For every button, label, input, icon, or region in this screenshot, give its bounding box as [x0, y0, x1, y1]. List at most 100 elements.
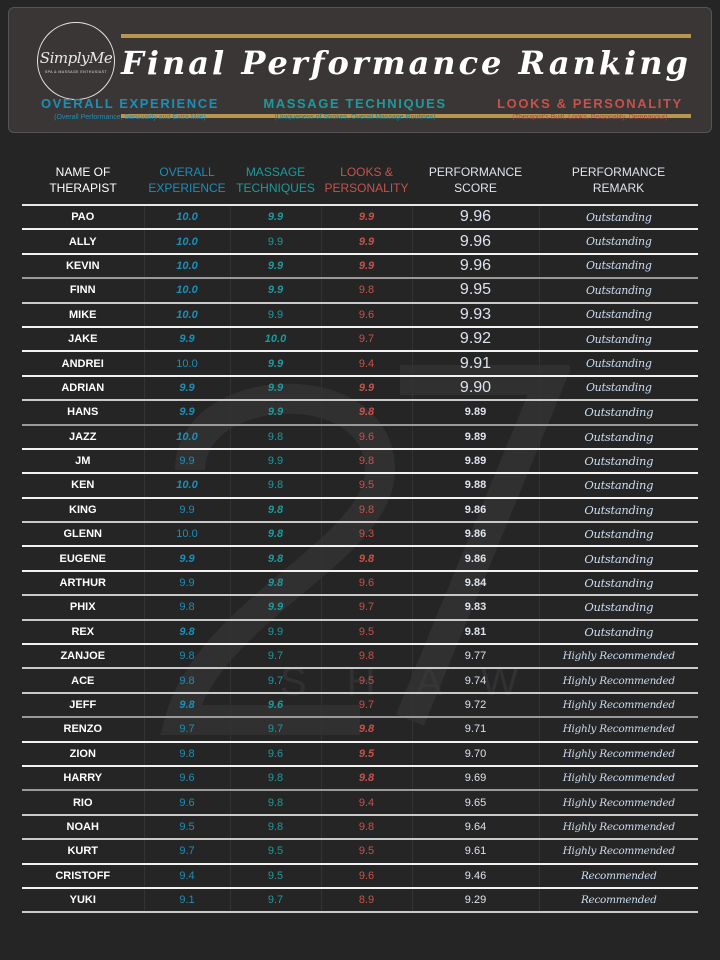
looks-personality-score: 9.8	[321, 546, 413, 571]
table-row: JEFF 9.8 9.6 9.7 9.72 Highly Recommended	[22, 692, 698, 718]
performance-score: 9.86	[412, 546, 540, 571]
table-row: REX 9.8 9.9 9.5 9.81 Outstanding	[22, 619, 698, 645]
therapist-name: RENZO	[22, 717, 145, 742]
overall-experience-score: 10.0	[144, 351, 231, 376]
overall-experience-score: 9.8	[144, 668, 231, 693]
looks-personality-score: 9.5	[321, 741, 413, 766]
performance-remark: Outstanding	[585, 308, 652, 322]
looks-personality-score: 9.5	[321, 668, 413, 693]
therapist-name: ZANJOE	[22, 644, 145, 669]
looks-personality-score: 9.7	[321, 326, 413, 352]
criterion-overall-experience: OVERALL EXPERIENCE (Overall Performance,…	[24, 96, 236, 121]
performance-score: 9.86	[412, 522, 540, 547]
performance-remark: Outstanding	[585, 235, 652, 249]
overall-experience-score: 9.8	[144, 595, 231, 620]
performance-score: 9.89	[412, 448, 540, 474]
massage-techniques-score: 9.9	[230, 448, 322, 474]
overall-experience-score: 10.0	[144, 302, 231, 327]
criterion-massage-techniques: MASSAGE TECHNIQUES (Uniqueness of Stroke…	[250, 96, 460, 121]
performance-score: 9.81	[412, 619, 540, 645]
looks-personality-score: 8.9	[321, 887, 413, 913]
massage-techniques-score: 9.9	[230, 351, 322, 376]
looks-personality-score: 9.8	[321, 644, 413, 669]
looks-personality-score: 9.8	[321, 814, 413, 840]
therapist-name: MIKE	[22, 302, 145, 327]
performance-score: 9.96	[412, 253, 540, 279]
therapist-name: RIO	[22, 790, 145, 815]
table-row: NOAH 9.5 9.8 9.8 9.64 Highly Recommended	[22, 814, 698, 840]
massage-techniques-score: 9.9	[230, 278, 322, 303]
table-row: KEN 10.0 9.8 9.5 9.88 Outstanding	[22, 473, 698, 498]
gold-divider-top	[121, 34, 691, 38]
looks-personality-score: 9.8	[321, 448, 413, 474]
performance-remark: Recommended	[580, 894, 657, 907]
performance-remark: Outstanding	[584, 600, 654, 615]
performance-score: 9.46	[412, 863, 540, 888]
criterion-title: OVERALL EXPERIENCE	[40, 96, 220, 111]
table-row: KURT 9.7 9.5 9.5 9.61 Highly Recommended	[22, 839, 698, 864]
table-row: JAZZ 10.0 9.8 9.6 9.89 Outstanding	[22, 424, 698, 449]
massage-techniques-score: 9.9	[230, 205, 322, 230]
performance-remark: Outstanding	[584, 527, 654, 542]
table-row: PHIX 9.8 9.9 9.7 9.83 Outstanding	[22, 595, 698, 620]
table-row: FINN 10.0 9.9 9.8 9.95 Outstanding	[22, 278, 698, 303]
performance-score: 9.86	[412, 497, 540, 523]
therapist-name: KEVIN	[22, 253, 145, 279]
therapist-name: JEFF	[22, 692, 145, 718]
table-row: EUGENE 9.9 9.8 9.8 9.86 Outstanding	[22, 546, 698, 571]
table-row: ALLY 10.0 9.9 9.9 9.96 Outstanding	[22, 229, 698, 254]
looks-personality-score: 9.7	[321, 692, 413, 718]
table-row: HARRY 9.6 9.8 9.8 9.69 Highly Recommended	[22, 765, 698, 791]
looks-personality-score: 9.8	[321, 497, 413, 523]
massage-techniques-score: 9.9	[230, 375, 322, 401]
therapist-name: ANDREI	[22, 351, 145, 376]
column-header-performance-remark: PERFORMANCE REMARK	[571, 164, 666, 195]
massage-techniques-score: 9.5	[230, 863, 322, 888]
performance-score: 9.65	[412, 790, 540, 815]
massage-techniques-score: 9.9	[230, 619, 322, 645]
overall-experience-score: 9.9	[144, 375, 231, 401]
looks-personality-score: 9.6	[321, 424, 413, 449]
massage-techniques-score: 9.9	[230, 229, 322, 254]
table-row: ZANJOE 9.8 9.7 9.8 9.77 Highly Recommended	[22, 644, 698, 669]
table-row: HANS 9.9 9.9 9.8 9.89 Outstanding	[22, 400, 698, 425]
massage-techniques-score: 9.8	[230, 765, 322, 791]
massage-techniques-score: 9.6	[230, 692, 322, 718]
performance-score: 9.89	[412, 424, 540, 449]
table-row: PAO 10.0 9.9 9.9 9.96 Outstanding	[22, 205, 698, 230]
column-header-massage-techniques: MASSAGE TECHNIQUES	[236, 164, 315, 195]
looks-personality-score: 9.4	[321, 351, 413, 376]
performance-remark: Highly Recommended	[562, 820, 675, 833]
performance-score: 9.96	[412, 229, 540, 254]
overall-experience-score: 9.8	[144, 644, 231, 669]
performance-score: 9.72	[412, 692, 540, 718]
looks-personality-score: 9.8	[321, 717, 413, 742]
massage-techniques-score: 9.8	[230, 424, 322, 449]
overall-experience-score: 9.5	[144, 814, 231, 840]
performance-score: 9.91	[412, 351, 540, 376]
ranking-table: NAME OF THERAPIST OVERALL EXPERIENCE MASSA…	[22, 157, 698, 913]
performance-score: 9.95	[412, 278, 540, 303]
overall-experience-score: 9.9	[144, 497, 231, 523]
performance-remark: Highly Recommended	[562, 650, 675, 663]
massage-techniques-score: 9.7	[230, 887, 322, 913]
performance-score: 9.61	[412, 839, 540, 864]
therapist-name: KURT	[22, 839, 145, 864]
criterion-title: MASSAGE TECHNIQUES	[263, 96, 447, 111]
gold-divider-bottom	[121, 114, 691, 118]
performance-remark: Highly Recommended	[562, 845, 675, 858]
therapist-name: ADRIAN	[22, 375, 145, 401]
criterion-subtitle: (Overall Performance, Sensuality and Ext…	[54, 114, 206, 121]
overall-experience-score: 9.1	[144, 887, 231, 913]
therapist-name: REX	[22, 619, 145, 645]
looks-personality-score: 9.5	[321, 839, 413, 864]
overall-experience-score: 9.9	[144, 570, 231, 596]
overall-experience-score: 9.9	[144, 400, 231, 425]
massage-techniques-score: 9.8	[230, 473, 322, 498]
performance-remark: Outstanding	[584, 478, 654, 493]
table-row: RENZO 9.7 9.7 9.8 9.71 Highly Recommended	[22, 717, 698, 742]
ranking-table-body: PAO 10.0 9.9 9.9 9.96 Outstanding ALLY 10.0 9.9 9…	[22, 205, 698, 913]
massage-techniques-score: 9.8	[230, 814, 322, 840]
table-row: CRISTOFF 9.4 9.5 9.6 9.46 Recommended	[22, 863, 698, 888]
performance-remark: Highly Recommended	[562, 772, 675, 785]
